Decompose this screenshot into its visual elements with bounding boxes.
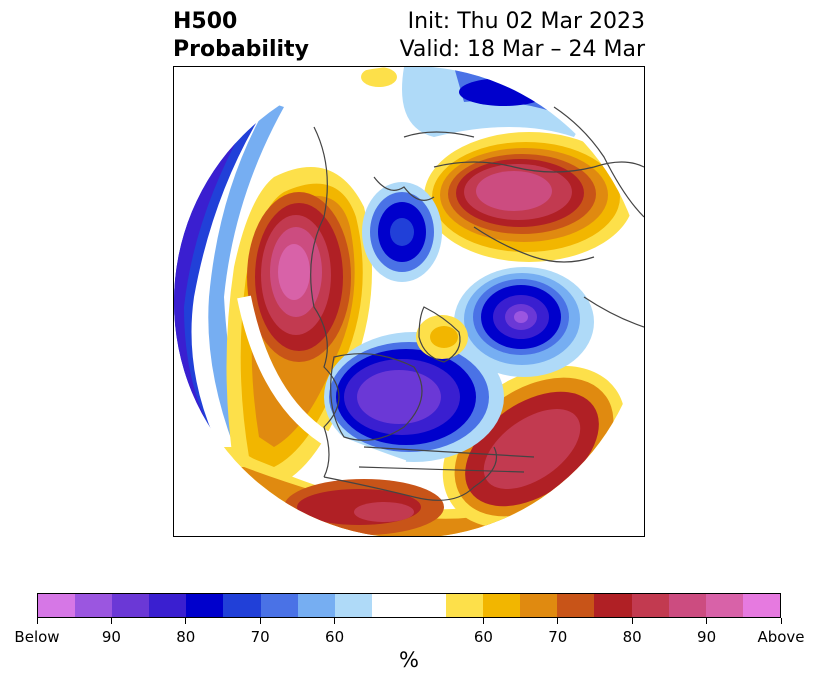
colorbar-tick xyxy=(706,618,708,624)
title-product: Probability xyxy=(173,37,309,62)
colorbar-below-segment xyxy=(186,594,224,617)
title-variable: H500 xyxy=(173,9,238,34)
title-left: H500 Probability xyxy=(173,8,309,64)
colorbar-below-segment xyxy=(297,594,335,617)
colorbar-tick-label: Above xyxy=(757,628,805,646)
colorbar-tick-label: 70 xyxy=(548,628,568,646)
colorbar-tick xyxy=(557,618,559,624)
colorbar-tick-label: 90 xyxy=(697,628,717,646)
colorbar-above-segment xyxy=(483,594,521,617)
coastlines xyxy=(310,106,644,501)
colorbar-tick xyxy=(185,618,187,624)
colorbar-tick xyxy=(36,618,38,624)
colorbar-below-segment xyxy=(112,594,150,617)
colorbar-above-segment xyxy=(446,594,484,617)
colorbar-tick-label: 70 xyxy=(250,628,270,646)
colorbar-tick-label: 60 xyxy=(473,628,493,646)
title-right: Init: Thu 02 Mar 2023 Valid: 18 Mar – 24… xyxy=(400,8,645,64)
colorbar-tick xyxy=(259,618,261,624)
colorbar-tick xyxy=(780,618,782,624)
probability-field xyxy=(174,67,644,536)
colorbar-above-segment xyxy=(668,594,706,617)
colorbar-above-segment xyxy=(520,594,558,617)
colorbar-below-segment xyxy=(38,594,76,617)
colorbar-above-segment xyxy=(742,594,780,617)
colorbar-neutral-segment xyxy=(371,594,447,617)
colorbar-below-segment xyxy=(149,594,187,617)
colorbar xyxy=(37,593,781,618)
colorbar-tick xyxy=(110,618,112,624)
colorbar-below-segment xyxy=(75,594,113,617)
colorbar-above-segment xyxy=(631,594,669,617)
colorbar-tick-label: 80 xyxy=(622,628,642,646)
colorbar-tick-label: 80 xyxy=(176,628,196,646)
colorbar-above-segment xyxy=(705,594,743,617)
colorbar-above-segment xyxy=(557,594,595,617)
colorbar-below-segment xyxy=(260,594,298,617)
colorbar-tick-label: Below xyxy=(14,628,60,646)
colorbar-below-segment xyxy=(223,594,261,617)
colorbar-tick xyxy=(334,618,336,624)
probability-map xyxy=(173,66,645,537)
title-init-date: Init: Thu 02 Mar 2023 xyxy=(407,9,645,34)
colorbar-tick-label: 90 xyxy=(101,628,121,646)
colorbar-tick xyxy=(631,618,633,624)
probability-map-svg xyxy=(174,67,644,536)
colorbar-tick-label: 60 xyxy=(325,628,345,646)
colorbar-tick xyxy=(482,618,484,624)
colorbar-below-segment xyxy=(334,594,372,617)
colorbar-above-segment xyxy=(594,594,632,617)
colorbar-unit-label: % xyxy=(399,648,419,672)
title-valid-range: Valid: 18 Mar – 24 Mar xyxy=(399,37,645,62)
